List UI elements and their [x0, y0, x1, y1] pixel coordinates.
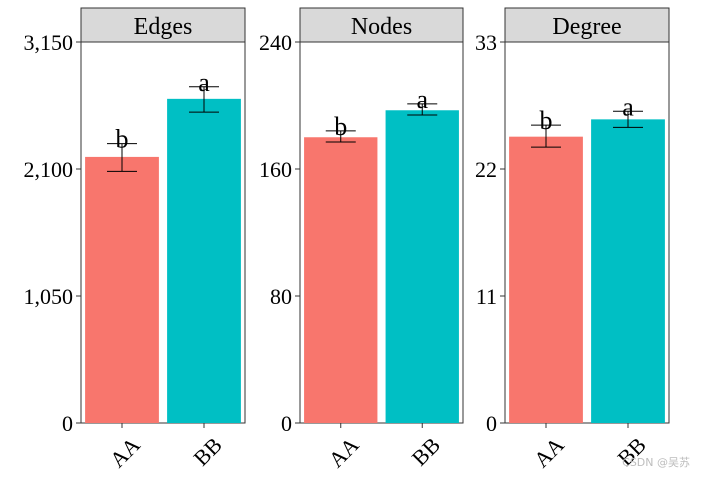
watermark: CSDN @吴苏	[622, 456, 690, 469]
x-tick-label: AA	[529, 432, 569, 472]
significance-letter: b	[540, 106, 553, 135]
facet-strip	[80, 7, 246, 43]
y-tick-label: 3,150	[24, 30, 74, 55]
x-tick-label: BB	[188, 432, 226, 470]
panel-border	[80, 41, 246, 424]
y-tick-label: 33	[475, 30, 497, 55]
bar-BB	[167, 98, 241, 423]
y-tick-label: 0	[281, 411, 292, 436]
x-tick-label: AA	[323, 432, 363, 472]
y-tick-label: 240	[259, 30, 292, 55]
significance-letter: b	[334, 112, 347, 141]
y-tick-label: 80	[270, 284, 292, 309]
y-tick-label: 11	[476, 284, 497, 309]
y-tick-label: 2,100	[24, 157, 74, 182]
panel-border	[299, 41, 464, 424]
bar-AA	[509, 136, 583, 423]
y-tick-label: 1,050	[24, 284, 74, 309]
panel-border	[504, 41, 670, 424]
facet-title: Nodes	[351, 14, 412, 40]
facet-panel-0: Edges b AA a BB 0 1,050 2,100 3,150	[24, 7, 246, 472]
y-tick-label: 160	[259, 157, 292, 182]
y-tick-label: 0	[62, 411, 73, 436]
facet-title: Degree	[552, 14, 621, 40]
bar-AA	[85, 156, 159, 423]
bar-AA	[304, 137, 378, 423]
y-tick-label: 22	[475, 157, 497, 182]
x-tick-label: BB	[407, 432, 445, 470]
facet-strip	[504, 7, 670, 43]
bar-BB	[385, 110, 459, 423]
significance-letter: a	[622, 92, 634, 121]
bar-BB	[591, 119, 665, 423]
significance-letter: a	[416, 85, 428, 114]
y-tick-label: 0	[486, 411, 497, 436]
significance-letter: a	[198, 68, 210, 97]
facet-panel-1: Nodes b AA a BB 0 80 160 240	[259, 7, 464, 472]
facet-title: Edges	[134, 14, 193, 40]
x-tick-label: AA	[105, 432, 145, 472]
significance-letter: b	[116, 125, 129, 154]
